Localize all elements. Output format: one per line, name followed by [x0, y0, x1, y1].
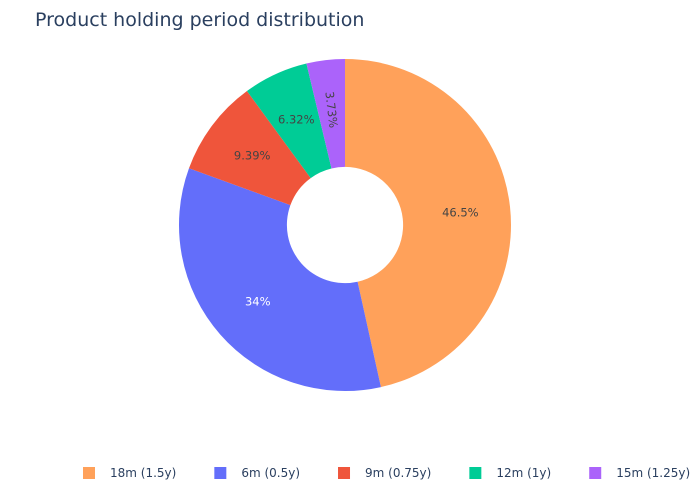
slice-label-4: 3.73% [322, 91, 340, 129]
legend-item-4[interactable]: 15m (1.25y) [589, 466, 690, 480]
slice-label-3: 6.32% [278, 113, 315, 127]
donut-slices [178, 59, 512, 391]
legend-item-1[interactable]: 6m (0.5y) [214, 466, 300, 480]
legend-item-3[interactable]: 12m (1y) [469, 466, 551, 480]
slice-label-0: 46.5% [442, 205, 479, 219]
slice-labels: 46.5% 34% 9.39% 6.32% 3.73% [234, 91, 479, 309]
legend-item-0[interactable]: 18m (1.5y) [83, 466, 176, 480]
slice-1[interactable] [178, 168, 381, 391]
legend-swatch-4 [589, 467, 602, 479]
legend[interactable]: 18m (1.5y) 6m (0.5y) 9m (0.75y) 12m (1y) 15m… [83, 466, 690, 480]
chart-title: Product holding period distribution [35, 9, 365, 31]
legend-label-0: 18m (1.5y) [110, 466, 176, 480]
slice-2[interactable] [188, 91, 311, 206]
legend-label-4: 15m (1.25y) [616, 466, 690, 480]
legend-swatch-0 [83, 467, 95, 479]
slice-0[interactable] [345, 59, 512, 388]
legend-swatch-1 [214, 467, 227, 479]
legend-swatch-2 [338, 467, 351, 479]
legend-item-2[interactable]: 9m (0.75y) [338, 466, 431, 480]
slice-3[interactable] [246, 63, 332, 179]
legend-swatch-3 [469, 467, 482, 479]
legend-label-2: 9m (0.75y) [365, 466, 431, 480]
legend-label-3: 12m (1y) [496, 466, 551, 480]
slice-label-1: 34% [245, 295, 271, 309]
slice-label-2: 9.39% [234, 148, 271, 162]
legend-label-1: 6m (0.5y) [241, 466, 300, 480]
slice-4[interactable] [306, 59, 345, 169]
